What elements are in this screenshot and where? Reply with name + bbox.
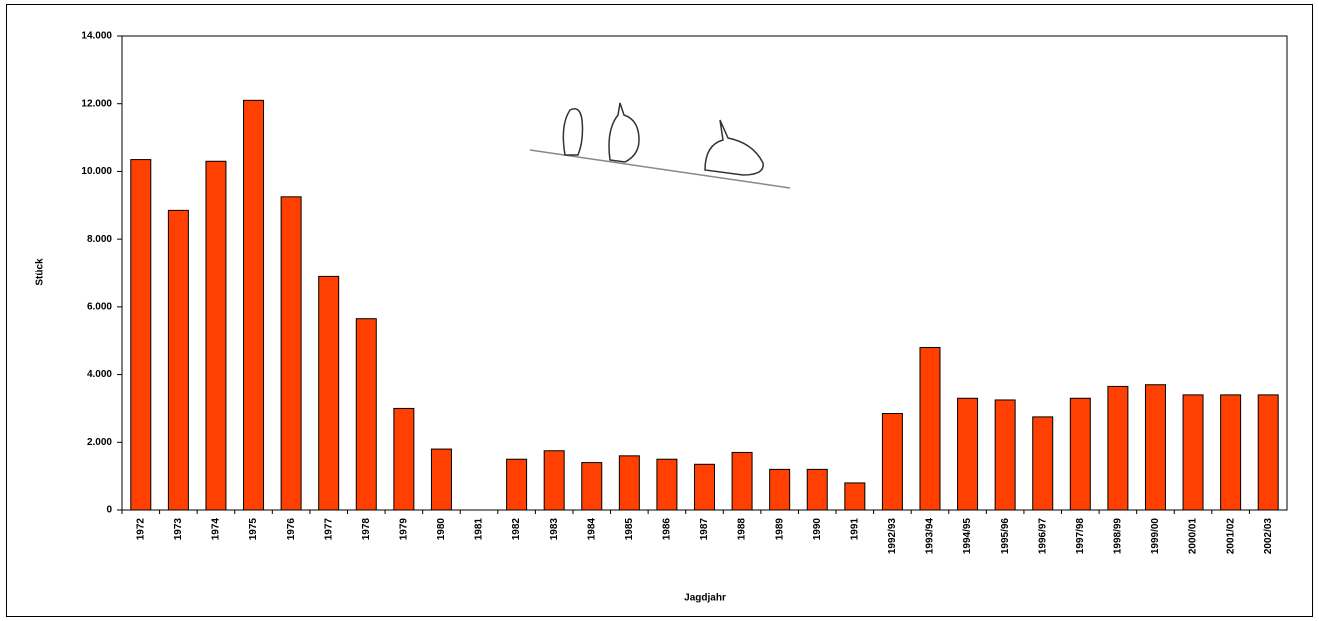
hare-illustration	[529, 102, 791, 189]
x-tick-label: 1983	[549, 518, 560, 541]
x-tick-label: 1975	[248, 518, 259, 541]
bar	[243, 99, 265, 511]
x-tick-label: 1994/95	[962, 518, 973, 555]
bar	[994, 399, 1016, 511]
x-tick-label: 1998/99	[1113, 518, 1124, 555]
x-tick-label: 1993/94	[925, 518, 936, 555]
y-tick-label: 2.000	[87, 437, 112, 448]
bar	[957, 397, 979, 511]
bar	[167, 209, 189, 511]
bar	[130, 159, 152, 511]
x-tick-label: 1982	[511, 518, 522, 541]
bar	[506, 458, 528, 511]
x-tick-label: 1978	[361, 518, 372, 541]
bar	[430, 448, 452, 511]
x-tick-label: 1972	[135, 518, 146, 541]
bar	[881, 413, 903, 511]
bar	[280, 196, 302, 511]
x-tick-label: 1995/96	[1000, 518, 1011, 555]
x-tick-label: 1992/93	[887, 518, 898, 555]
bar	[1182, 394, 1204, 511]
x-tick-label: 1974	[211, 518, 222, 541]
x-tick-label: 1980	[436, 518, 447, 541]
bar	[731, 451, 753, 511]
x-tick-label: 1988	[737, 518, 748, 541]
y-tick-label: 8.000	[87, 234, 112, 245]
bar	[1144, 384, 1166, 511]
bar	[581, 462, 603, 511]
x-tick-label: 1977	[323, 518, 334, 541]
x-tick-label: 1990	[812, 518, 823, 541]
bar	[656, 458, 678, 511]
y-tick-label: 0	[106, 505, 112, 516]
x-tick-label: 1987	[699, 518, 710, 541]
x-tick-label: 2002/03	[1263, 518, 1274, 555]
x-tick-label: 1997/98	[1075, 518, 1086, 555]
x-tick-label: 1999/00	[1150, 518, 1161, 555]
y-tick-label: 4.000	[87, 369, 112, 380]
x-tick-label: 1991	[849, 518, 860, 541]
bar	[1257, 394, 1279, 511]
x-tick-label: 2001/02	[1225, 518, 1236, 555]
y-tick-label: 14.000	[81, 31, 112, 42]
x-tick-label: 1981	[474, 518, 485, 541]
bar	[1220, 394, 1242, 511]
bar	[543, 450, 565, 511]
bar	[618, 455, 640, 511]
x-tick-label: 1976	[286, 518, 297, 541]
bar	[844, 482, 866, 511]
y-axis-title: Stück	[35, 258, 46, 286]
bar	[769, 468, 791, 511]
bar	[355, 318, 377, 511]
bar	[1069, 397, 1091, 511]
x-tick-label: 1979	[398, 518, 409, 541]
x-tick-label: 1996/97	[1037, 518, 1048, 555]
bar	[393, 407, 415, 511]
bar	[919, 346, 941, 511]
x-tick-label: 1973	[173, 518, 184, 541]
x-tick-label: 1985	[624, 518, 635, 541]
x-tick-label: 2000/01	[1188, 518, 1199, 555]
y-tick-label: 6.000	[87, 301, 112, 312]
bar	[205, 160, 227, 511]
bar	[1032, 416, 1054, 511]
x-tick-label: 1984	[586, 518, 597, 541]
bar	[1107, 385, 1129, 511]
x-tick-label: 1989	[774, 518, 785, 541]
x-tick-label: 1986	[662, 518, 673, 541]
bar	[318, 275, 340, 511]
x-axis-title: Jagdjahr	[684, 593, 726, 604]
y-tick-label: 12.000	[81, 98, 112, 109]
y-tick-label: 10.000	[81, 166, 112, 177]
bar	[694, 463, 715, 511]
bar	[806, 468, 828, 511]
